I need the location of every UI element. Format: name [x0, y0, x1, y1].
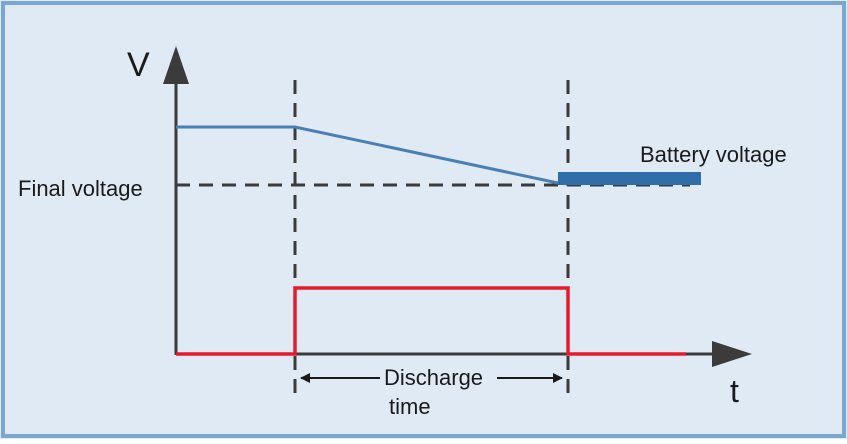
- y-axis-arrowhead: [163, 46, 189, 84]
- discharge-time-label-line1: Discharge: [384, 365, 483, 390]
- x-axis-arrowhead: [712, 341, 752, 367]
- battery-voltage-label: Battery voltage: [640, 142, 787, 167]
- final-voltage-label: Final voltage: [18, 176, 143, 201]
- battery-voltage-bar: [558, 172, 701, 185]
- voltage-curve: [176, 125, 559, 185]
- discharge-current-pulse: [176, 286, 686, 356]
- discharge-time-label-line2: time: [389, 394, 431, 419]
- y-axis-label: V: [127, 46, 150, 84]
- x-axis-label: t: [730, 373, 739, 409]
